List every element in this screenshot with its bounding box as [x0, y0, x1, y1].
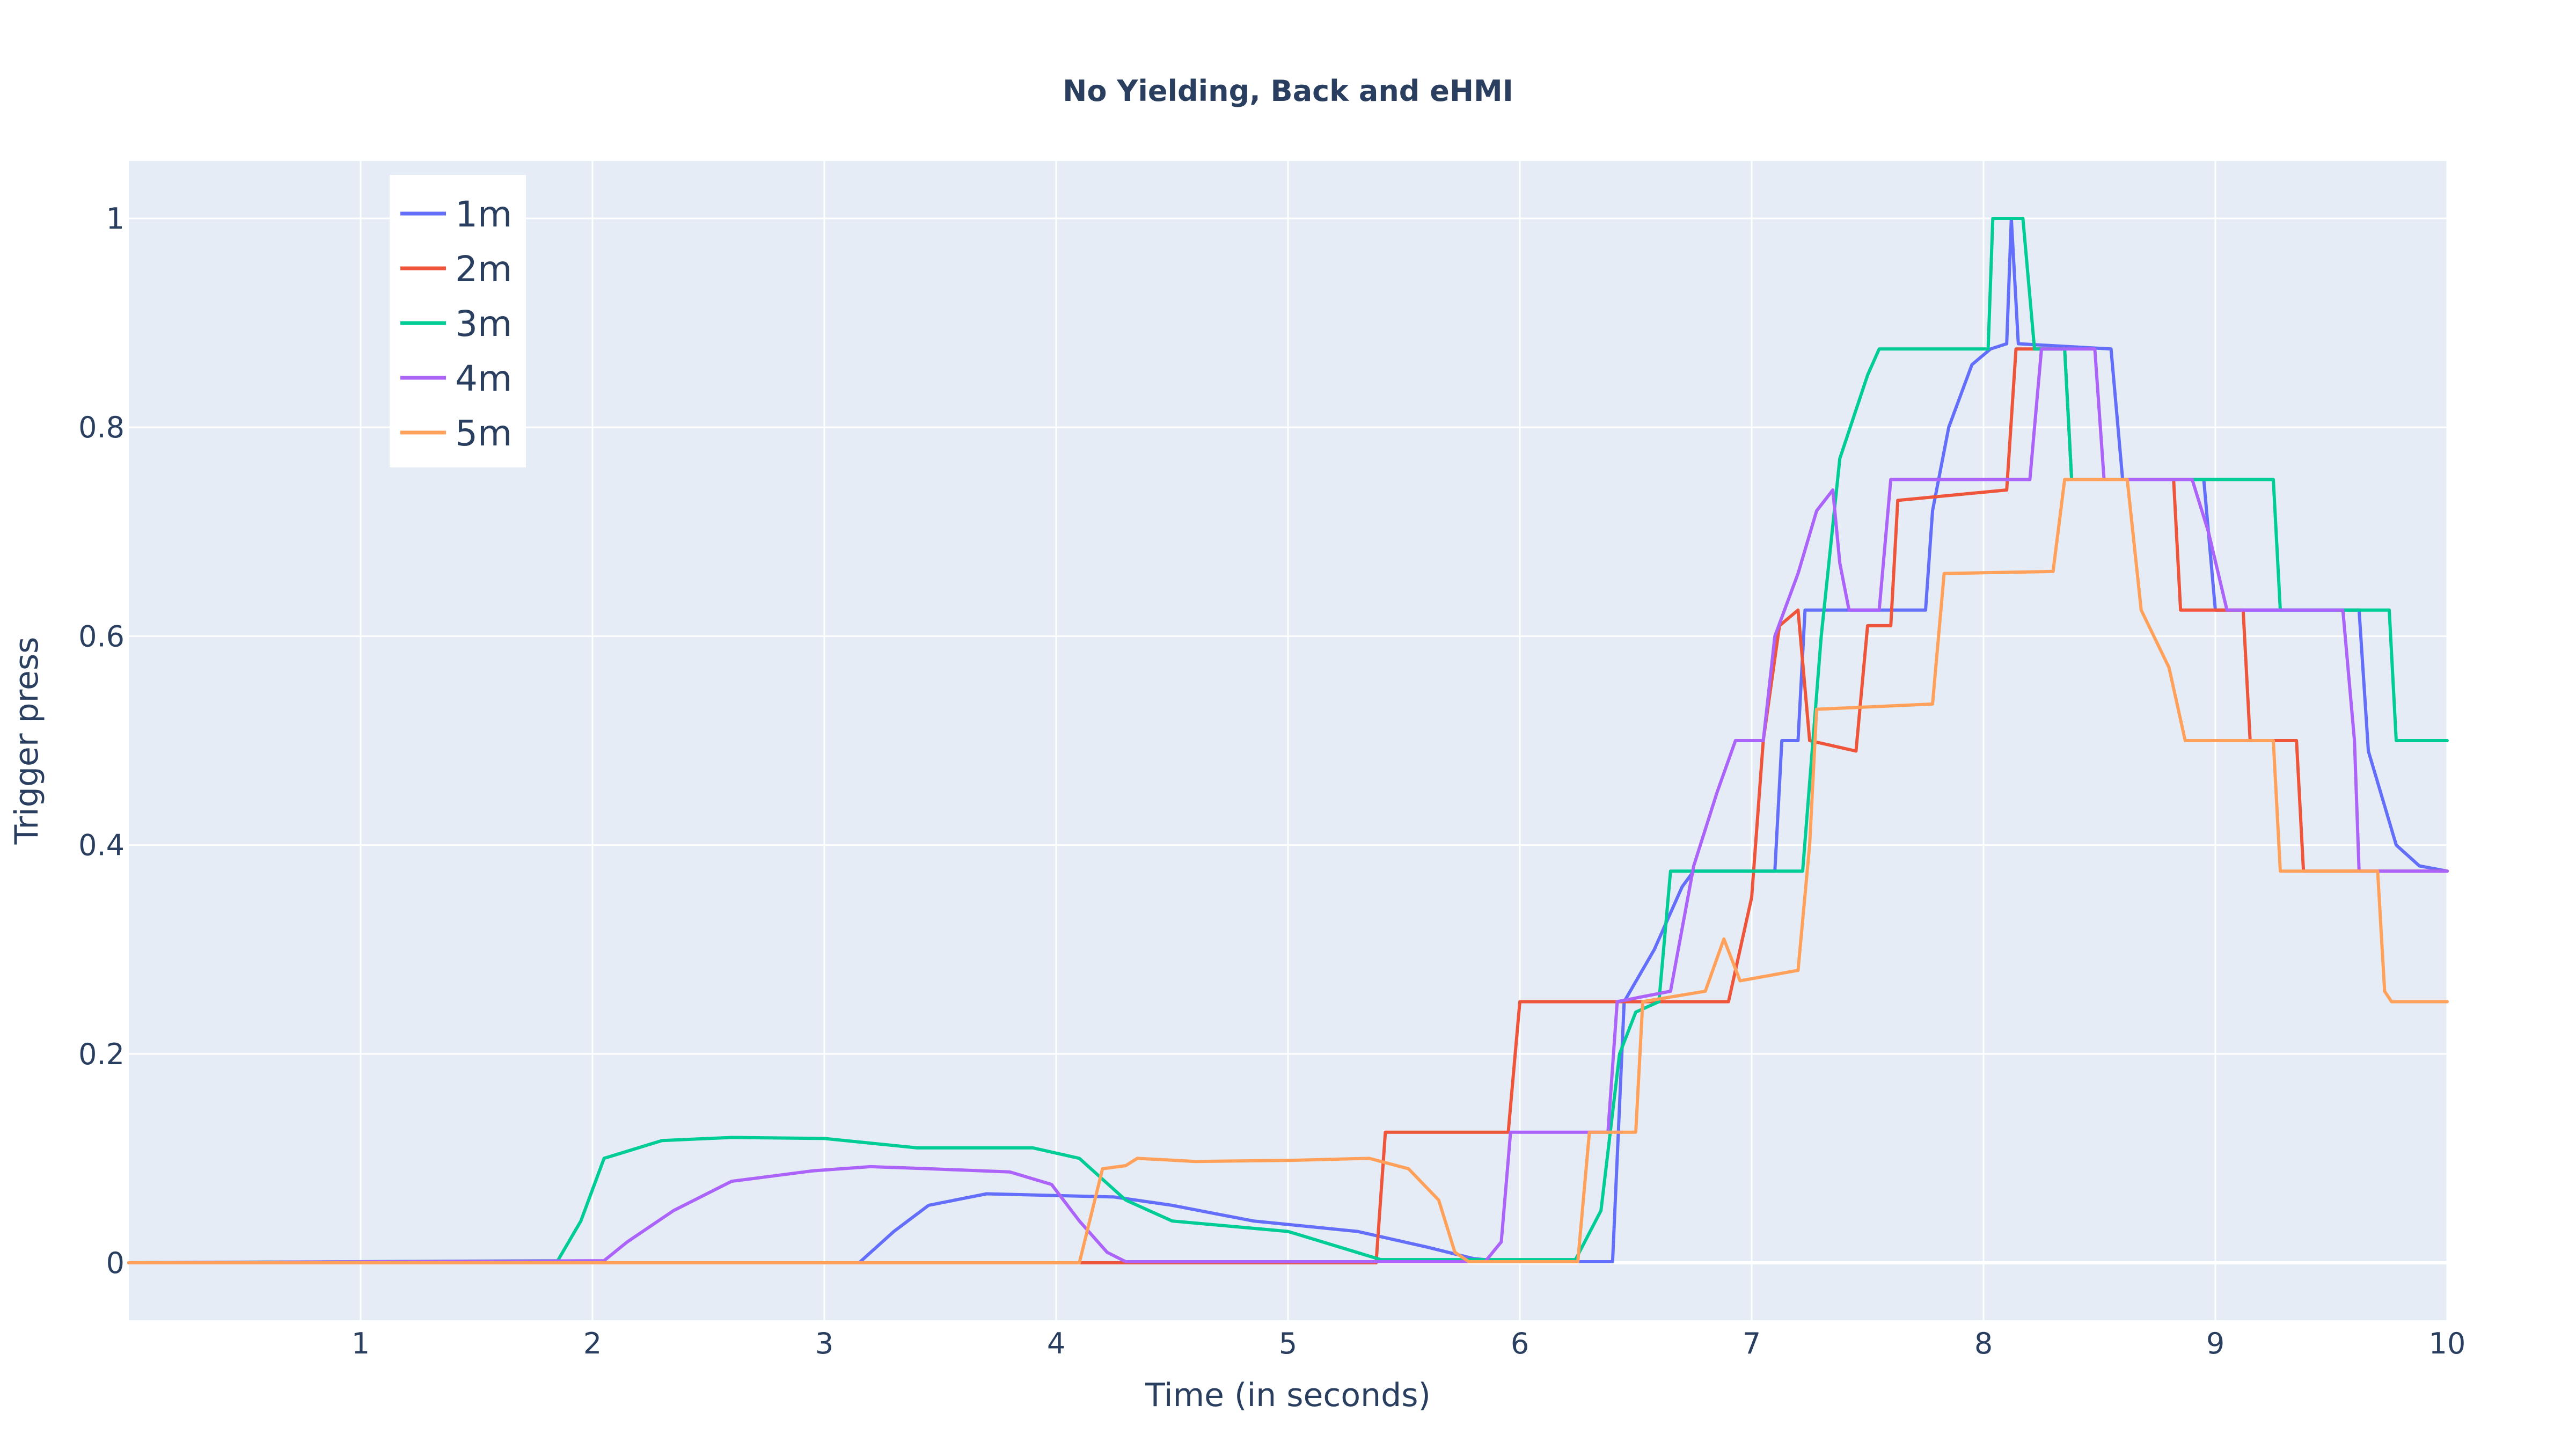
x-tick-label: 9 [2206, 1327, 2224, 1360]
y-tick-label: 0 [106, 1246, 125, 1280]
x-tick-label: 1 [352, 1327, 370, 1360]
x-tick-label: 7 [1743, 1327, 1761, 1360]
series-line-5m [127, 478, 2449, 1264]
x-tick-label: 3 [815, 1327, 833, 1360]
x-tick-label: 2 [583, 1327, 602, 1360]
x-tick-label: 10 [2429, 1327, 2466, 1360]
series-lines [127, 217, 2449, 1264]
chart-title: No Yielding, Back and eHMI [1063, 74, 1513, 108]
legend-label-5m: 5m [455, 413, 512, 454]
legend-label-1m: 1m [455, 194, 512, 235]
legend-label-3m: 3m [455, 303, 512, 345]
y-tick-label: 0.2 [78, 1037, 125, 1071]
legend-label-4m: 4m [455, 358, 512, 399]
series-line-3m [127, 217, 2449, 1264]
x-tick-label: 8 [1974, 1327, 1993, 1360]
x-tick-label: 4 [1047, 1327, 1065, 1360]
y-tick-label: 1 [106, 202, 125, 236]
y-tick-label: 0.4 [78, 829, 125, 862]
legend: 1m 2m 3m 4m 5m [390, 175, 526, 467]
x-tick-label: 6 [1511, 1327, 1529, 1360]
x-tick-label: 5 [1279, 1327, 1297, 1360]
x-axis-label: Time (in seconds) [1145, 1377, 1431, 1414]
tick-labels: 1 2 3 4 5 6 7 8 9 10 0 0.2 0.4 0.6 0.8 1 [78, 202, 2465, 1360]
y-tick-label: 0.6 [78, 619, 125, 653]
y-axis-label: Trigger press [8, 637, 46, 845]
y-tick-label: 0.8 [78, 411, 125, 444]
legend-label-2m: 2m [455, 248, 512, 290]
